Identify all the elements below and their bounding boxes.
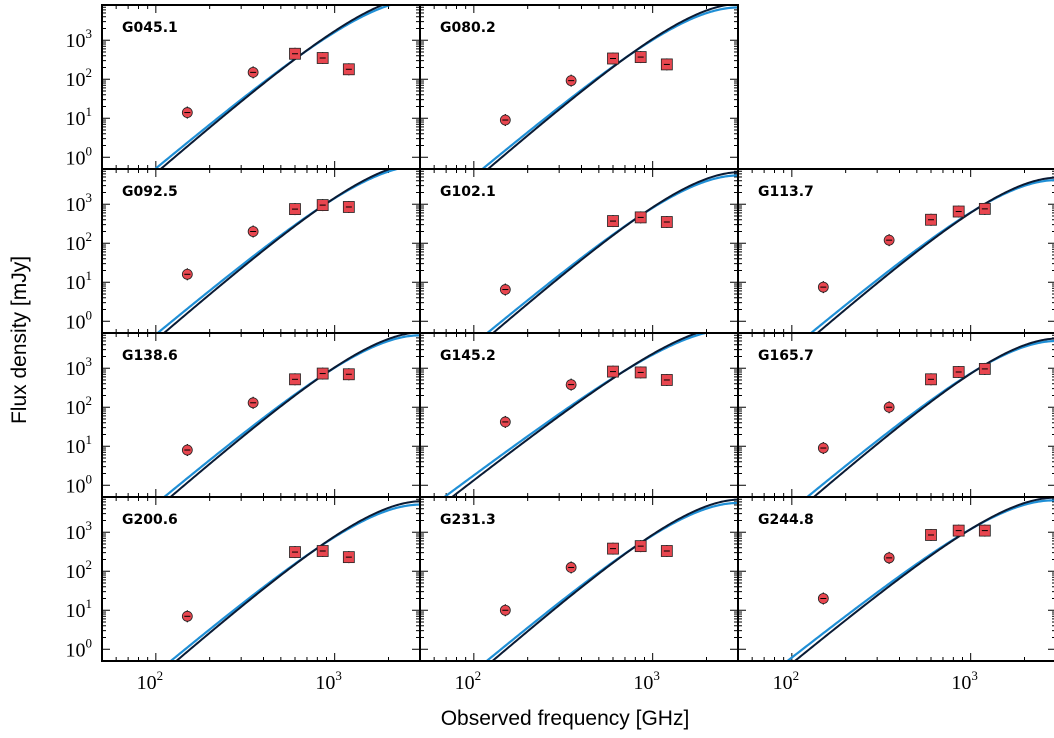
- model-curve-dark: [815, 176, 1054, 333]
- model-curve-light: [484, 501, 738, 661]
- panel-label: G113.7: [758, 184, 814, 200]
- panel-g145-2: G145.2: [419, 332, 739, 498]
- model-curves: [155, 169, 402, 333]
- y-tick-label: 103: [66, 354, 93, 380]
- panel-label: G045.1: [122, 20, 178, 36]
- panel-g092-5: G092.5 100 101 102 103: [66, 168, 421, 334]
- x-tick-label: 102: [773, 668, 800, 694]
- data-points: [181, 199, 355, 281]
- model-curve-dark: [174, 500, 420, 661]
- panel-g200-6: G200.6 100 101 102 103 102 103: [66, 496, 421, 694]
- y-tick-label: 103: [66, 518, 93, 544]
- model-curve-dark: [490, 498, 738, 661]
- y-tick-label: 101: [66, 432, 93, 458]
- model-curve-dark: [491, 171, 738, 333]
- panel-g231-3: G231.3 102 103: [419, 496, 739, 694]
- data-points: [499, 365, 673, 428]
- model-curve-light: [155, 169, 402, 333]
- data-points: [499, 540, 673, 617]
- y-tick-label: 101: [66, 104, 93, 130]
- x-tick-label: 102: [455, 668, 482, 694]
- y-tick-label: 103: [66, 26, 93, 52]
- x-tick-label: 103: [633, 668, 660, 694]
- data-points: [817, 362, 991, 455]
- model-curve-dark: [793, 497, 1054, 661]
- model-curve-light: [153, 5, 394, 169]
- data-points: [499, 211, 673, 296]
- data-points: [181, 367, 355, 457]
- y-tick-label: 100: [66, 471, 93, 497]
- model-curves: [809, 176, 1054, 333]
- y-tick-label: 102: [66, 393, 93, 419]
- y-axis-label: Flux density [mJy]: [8, 256, 31, 424]
- y-tick-label: 101: [66, 268, 93, 294]
- data-points: [817, 202, 991, 294]
- y-tick-label: 100: [66, 143, 93, 169]
- panel-g045-1: G045.1 100 101 102 103: [66, 4, 421, 170]
- x-tick-label: 103: [315, 668, 342, 694]
- model-curve-light: [785, 499, 1054, 661]
- model-curve-dark: [162, 169, 393, 333]
- x-axis-label: Observed frequency [GHz]: [441, 707, 690, 730]
- model-curve-light: [162, 334, 420, 497]
- panel-label: G138.6: [122, 348, 178, 364]
- model-curves: [442, 333, 710, 497]
- panel-frame: [737, 496, 1054, 662]
- model-curve-dark: [486, 5, 735, 169]
- model-curve-light: [442, 333, 710, 497]
- panel-label: G080.2: [440, 20, 496, 36]
- panel-g113-7: G113.7: [737, 168, 1054, 334]
- panel-label: G231.3: [440, 512, 496, 528]
- tick-marks: [737, 496, 1054, 661]
- x-tick-label: 102: [137, 668, 164, 694]
- panel-label: G200.6: [122, 512, 178, 528]
- tick-marks: [737, 168, 1054, 333]
- y-tick-label: 103: [66, 190, 93, 216]
- model-curves: [805, 337, 1054, 497]
- y-tick-label: 102: [66, 229, 93, 255]
- model-curve-light: [485, 174, 738, 333]
- model-curve-dark: [812, 337, 1054, 497]
- model-curves: [153, 5, 394, 169]
- panel-label: G092.5: [122, 184, 178, 200]
- panel-g138-6: G138.6 100 101 102 103: [66, 332, 421, 498]
- model-curve-light: [480, 6, 738, 169]
- panel-g244-8: G244.8 102 103: [737, 496, 1054, 694]
- data-points: [817, 524, 991, 605]
- model-curves: [480, 5, 738, 169]
- model-curves: [485, 171, 738, 333]
- panel-label: G145.2: [440, 348, 496, 364]
- x-tick-label: 103: [951, 668, 978, 694]
- panel-g165-7: G165.7: [737, 332, 1054, 498]
- model-curves: [785, 497, 1054, 661]
- y-tick-label: 102: [66, 65, 93, 91]
- model-curves: [162, 333, 420, 497]
- model-curve-dark: [159, 5, 385, 169]
- y-tick-label: 100: [66, 635, 93, 661]
- data-points: [181, 545, 355, 623]
- y-tick-label: 102: [66, 557, 93, 583]
- panel-label: G165.7: [758, 348, 814, 364]
- y-tick-label: 100: [66, 307, 93, 333]
- model-curve-dark: [168, 333, 420, 497]
- y-tick-label: 101: [66, 596, 93, 622]
- model-curve-dark: [450, 333, 701, 497]
- model-curves: [169, 500, 420, 661]
- panel-g080-2: G080.2: [419, 4, 739, 170]
- panel-label: G244.8: [758, 512, 814, 528]
- panels: G045.1 100 101 102 103 G080.2 G092.5 100 101 102 1…: [66, 4, 1054, 694]
- data-points: [499, 51, 673, 127]
- model-curves: [484, 498, 738, 661]
- panel-label: G102.1: [440, 184, 496, 200]
- data-points: [181, 47, 355, 119]
- model-curve-light: [169, 503, 420, 661]
